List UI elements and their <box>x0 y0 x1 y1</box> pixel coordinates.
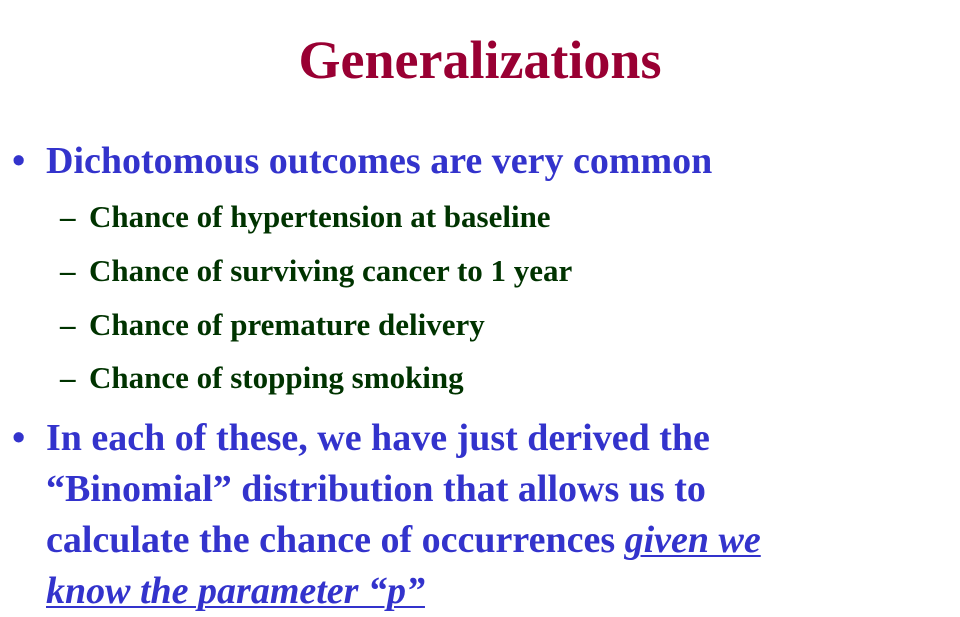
sub-item-marker: – <box>60 307 76 342</box>
sub-item-marker: – <box>60 199 76 234</box>
bullet-text: In each of these, we have just derived t… <box>46 413 946 617</box>
sub-item-text: Chance of premature delivery <box>89 307 485 342</box>
sub-item-text: Chance of hypertension at baseline <box>89 199 551 234</box>
bullet-line-text: calculate the chance of occurrences <box>46 519 625 561</box>
sub-item-text: Chance of stopping smoking <box>89 360 464 395</box>
bullet-marker: • <box>12 417 26 459</box>
sub-item-marker: – <box>60 253 76 288</box>
bullet-marker: • <box>12 140 26 182</box>
sub-item-marker: – <box>60 360 76 395</box>
bullet-item-1: • Dichotomous outcomes are very common <box>0 136 960 187</box>
sub-item-1: – Chance of hypertension at baseline <box>0 197 960 237</box>
sub-item-4: – Chance of stopping smoking <box>0 358 960 398</box>
emphasized-text: given we <box>624 519 761 561</box>
bullet-line: know the parameter “p” <box>46 566 946 617</box>
bullet-line: In each of these, we have just derived t… <box>46 417 710 459</box>
bullet-line: calculate the chance of occurrences give… <box>46 515 946 566</box>
bullet-item-2: • In each of these, we have just derived… <box>0 413 960 613</box>
emphasized-text: know the parameter “p” <box>46 570 425 612</box>
sub-item-3: – Chance of premature delivery <box>0 305 960 345</box>
sub-item-2: – Chance of surviving cancer to 1 year <box>0 251 960 291</box>
bullet-text: Dichotomous outcomes are very common <box>46 140 713 182</box>
bullet-line: “Binomial” distribution that allows us t… <box>46 468 706 510</box>
slide-title: Generalizations <box>298 30 662 90</box>
sub-item-text: Chance of surviving cancer to 1 year <box>89 253 573 288</box>
